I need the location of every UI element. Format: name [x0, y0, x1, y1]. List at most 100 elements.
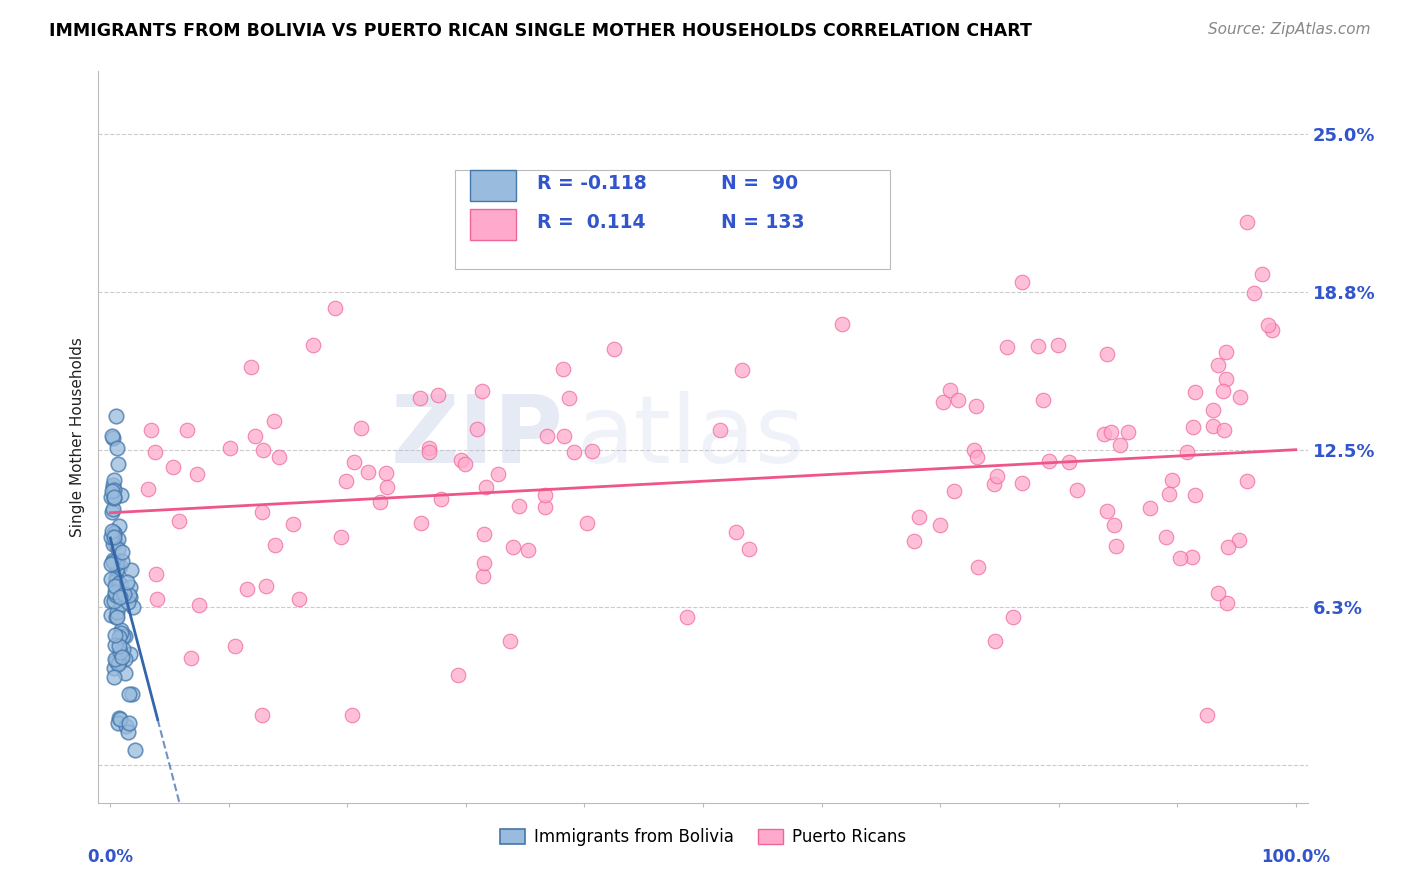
Point	[101, 555, 124, 569]
Text: Source: ZipAtlas.com: Source: ZipAtlas.com	[1208, 22, 1371, 37]
Point	[932, 395, 955, 409]
Point	[536, 429, 558, 443]
Legend: Immigrants from Bolivia, Puerto Ricans: Immigrants from Bolivia, Puerto Ricans	[494, 822, 912, 853]
Point	[104, 652, 127, 666]
Point	[100, 594, 122, 608]
Point	[1236, 474, 1258, 488]
Point	[107, 542, 129, 557]
Point	[110, 559, 132, 574]
Point	[110, 488, 132, 502]
Point	[942, 483, 965, 498]
Point	[114, 666, 136, 681]
Point	[108, 711, 131, 725]
Point	[1215, 345, 1237, 359]
Point	[105, 605, 128, 619]
Point	[534, 488, 557, 502]
Point	[738, 541, 761, 556]
Point	[107, 553, 129, 567]
Point	[374, 466, 396, 480]
Point	[418, 445, 440, 459]
Point	[486, 467, 509, 481]
Point	[110, 597, 132, 611]
Point	[472, 527, 495, 541]
Point	[907, 510, 929, 524]
Point	[120, 580, 142, 594]
Point	[101, 524, 124, 538]
Point	[409, 391, 432, 405]
Point	[143, 445, 166, 459]
Point	[101, 483, 124, 498]
Point	[928, 518, 950, 533]
Point	[1250, 267, 1272, 281]
Point	[288, 591, 311, 606]
Point	[368, 495, 391, 509]
Point	[281, 517, 304, 532]
Point	[1206, 358, 1229, 372]
Text: IMMIGRANTS FROM BOLIVIA VS PUERTO RICAN SINGLE MOTHER HOUSEHOLDS CORRELATION CHA: IMMIGRANTS FROM BOLIVIA VS PUERTO RICAN …	[49, 22, 1032, 40]
Point	[995, 341, 1018, 355]
Point	[104, 654, 127, 668]
Point	[1236, 214, 1258, 228]
Point	[112, 642, 135, 657]
Point	[576, 516, 599, 531]
Point	[323, 301, 346, 315]
Point	[1202, 402, 1225, 417]
Point	[302, 338, 325, 352]
Point	[104, 585, 127, 599]
Point	[167, 514, 190, 528]
Point	[709, 423, 731, 437]
Point	[471, 384, 494, 399]
Point	[343, 455, 366, 469]
Point	[558, 391, 581, 405]
Point	[375, 480, 398, 494]
Point	[502, 540, 524, 554]
Point	[986, 468, 1008, 483]
Point	[1212, 384, 1234, 398]
Point	[107, 532, 129, 546]
Point	[103, 661, 125, 675]
Point	[1046, 338, 1069, 352]
Text: N = 133: N = 133	[721, 213, 804, 232]
Point	[105, 573, 128, 587]
Point	[224, 639, 246, 653]
Text: ZIP: ZIP	[391, 391, 564, 483]
Point	[1175, 444, 1198, 458]
Point	[100, 490, 122, 504]
Point	[516, 543, 538, 558]
Point	[117, 725, 139, 739]
Point	[1116, 425, 1139, 439]
Point	[121, 687, 143, 701]
Point	[1157, 486, 1180, 500]
Point	[101, 501, 124, 516]
Point	[120, 590, 142, 604]
Point	[1195, 707, 1218, 722]
Point	[1227, 533, 1250, 547]
Text: atlas: atlas	[576, 391, 804, 483]
Point	[409, 516, 432, 530]
Point	[1057, 455, 1080, 469]
Point	[105, 610, 128, 624]
Point	[162, 459, 184, 474]
Point	[340, 707, 363, 722]
Point	[252, 442, 274, 457]
Point	[118, 716, 141, 731]
Point	[1066, 483, 1088, 498]
Point	[427, 388, 450, 402]
Point	[100, 558, 122, 572]
Text: N =  90: N = 90	[721, 175, 799, 194]
Point	[103, 594, 125, 608]
Point	[112, 587, 135, 601]
Point	[110, 645, 132, 659]
Point	[1026, 338, 1049, 352]
Point	[1181, 420, 1204, 434]
Point	[1184, 488, 1206, 502]
Point	[124, 742, 146, 756]
Point	[107, 657, 129, 671]
Text: 100.0%: 100.0%	[1261, 848, 1330, 866]
Point	[1139, 501, 1161, 516]
Point	[475, 480, 498, 494]
Point	[103, 628, 125, 642]
Point	[139, 423, 162, 437]
Point	[103, 537, 125, 551]
Point	[111, 649, 134, 664]
